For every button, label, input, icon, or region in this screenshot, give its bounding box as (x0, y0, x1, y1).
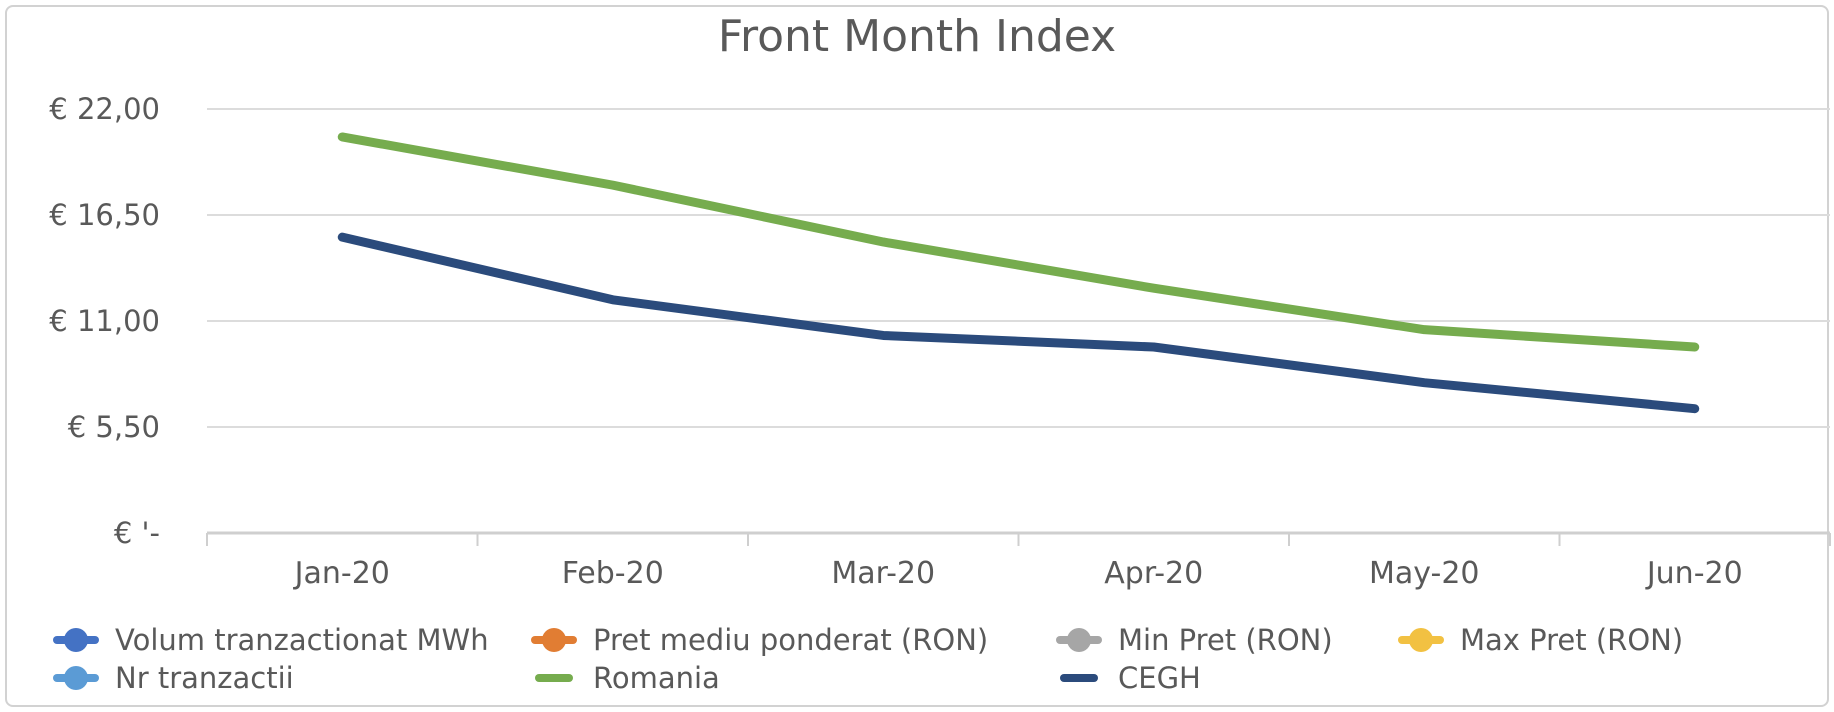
legend-item-min-pret: Min Pret (RON) (1056, 622, 1333, 658)
y-axis-label: € 22,00 (49, 92, 160, 126)
circle-marker-icon (53, 664, 99, 692)
chart-title: Front Month Index (717, 11, 1117, 62)
x-axis-label: Apr-20 (1104, 556, 1204, 591)
legend-label: Max Pret (RON) (1460, 623, 1684, 657)
legend-label: Min Pret (RON) (1118, 623, 1333, 657)
circle-marker-icon (1398, 626, 1444, 654)
y-axis-label: € '- (113, 516, 160, 550)
x-axis-label: Mar-20 (831, 556, 936, 591)
circle-marker-icon (531, 626, 577, 654)
legend-label: Nr tranzactii (115, 661, 294, 695)
legend-label: CEGH (1118, 661, 1201, 695)
line-marker-icon (531, 664, 577, 692)
chart-frame (5, 5, 1829, 707)
x-axis-label: May-20 (1369, 556, 1480, 591)
line-marker-icon (1056, 664, 1102, 692)
circle-marker-icon (53, 626, 99, 654)
legend-label: Volum tranzactionat MWh (115, 623, 489, 657)
circle-marker-icon (1056, 626, 1102, 654)
x-axis-label: Feb-20 (561, 556, 664, 591)
y-axis-label: € 16,50 (49, 198, 160, 232)
legend-label: Pret mediu ponderat (RON) (593, 623, 989, 657)
legend-item-romania: Romania (531, 660, 720, 696)
y-axis-label: € 11,00 (49, 304, 160, 338)
legend-item-cegh: CEGH (1056, 660, 1201, 696)
y-axis-label: € 5,50 (67, 410, 160, 444)
legend-item-pret-mediu-ponderat: Pret mediu ponderat (RON) (531, 622, 988, 658)
legend-label: Romania (593, 661, 720, 695)
x-axis-label: Jun-20 (1646, 556, 1743, 591)
legend-item-nr-tranzactii: Nr tranzactii (53, 660, 294, 696)
legend-item-max-pret: Max Pret (RON) (1398, 622, 1683, 658)
x-axis-label: Jan-20 (294, 556, 390, 591)
legend-item-volum-tranzactionat: Volum tranzactionat MWh (53, 622, 489, 658)
